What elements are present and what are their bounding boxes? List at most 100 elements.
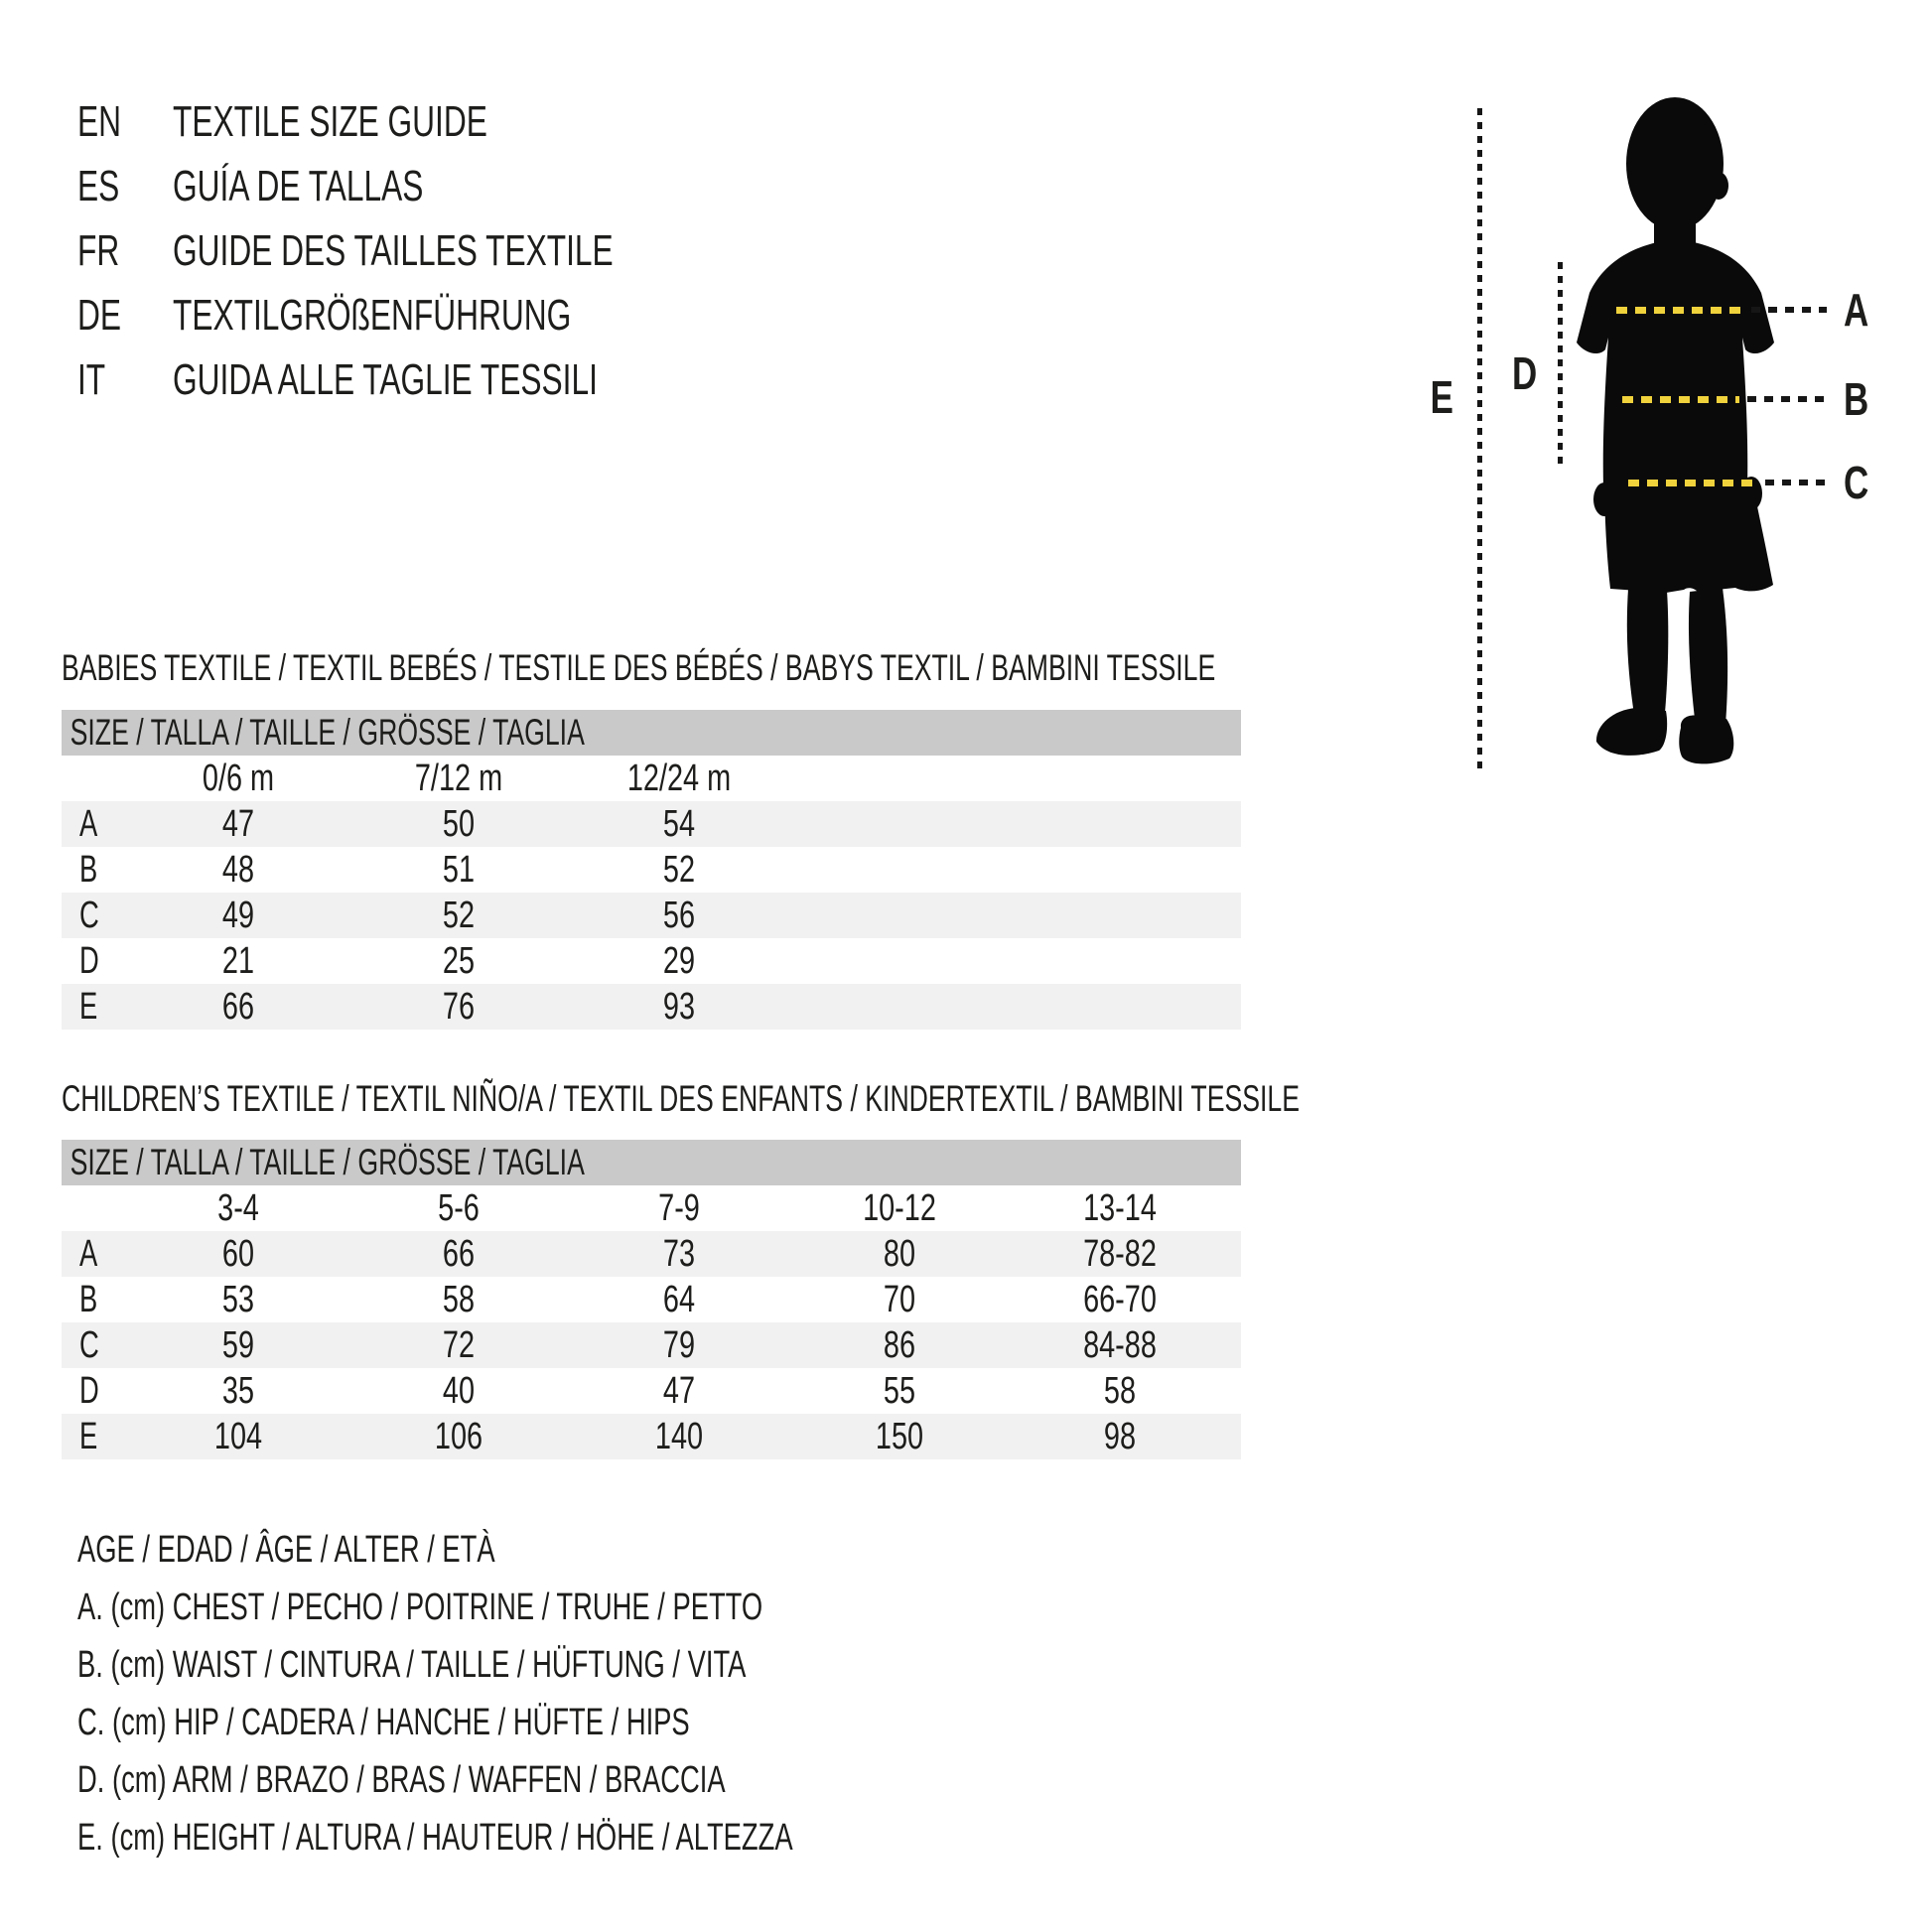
language-title: GUÍA DE TALLAS [173, 161, 424, 210]
legend-line: A. (cm) CHEST / PECHO / POITRINE / TRUHE… [77, 1587, 763, 1628]
table-row: D 21 25 29 [62, 938, 1241, 984]
size-value-cell: 25 [442, 940, 476, 982]
hip-leader-line-C [1765, 480, 1827, 485]
column-header: 0/6 m [202, 758, 275, 799]
table-row: D 35 40 47 55 58 [62, 1368, 1241, 1414]
size-value-cell: 53 [221, 1279, 255, 1320]
language-row: IT GUIDA ALLE TAGLIE TESSILI [0, 347, 784, 412]
table-row: C 49 52 56 [62, 893, 1241, 938]
language-code: DE [77, 290, 122, 340]
size-value-cell: 60 [221, 1233, 255, 1275]
language-row: FR GUIDE DES TAILLES TEXTILE [0, 218, 784, 283]
language-row: EN TEXTILE SIZE GUIDE [0, 89, 784, 154]
waist-measure-line-B [1622, 396, 1739, 403]
size-value-cell: 50 [442, 803, 476, 845]
column-header: 10-12 [863, 1187, 936, 1229]
row-measure-letter: B [79, 849, 98, 891]
hip-measure-line-C [1628, 480, 1759, 486]
row-measure-letter: E [79, 986, 98, 1028]
size-value-cell: 58 [442, 1279, 476, 1320]
column-header: 5-6 [438, 1187, 480, 1229]
figure-label-chest: A [1844, 284, 1869, 336]
column-header: 7/12 m [414, 758, 503, 799]
table-row: E 104 106 140 150 98 [62, 1414, 1241, 1459]
babies-table-heading: BABIES TEXTILE / TEXTIL BEBÉS / TESTILE … [62, 647, 1216, 688]
language-code: EN [77, 96, 122, 146]
language-title: GUIDA ALLE TAGLIE TESSILI [173, 354, 598, 404]
size-value-cell: 78-82 [1083, 1233, 1157, 1275]
column-header: 3-4 [217, 1187, 259, 1229]
size-value-cell: 150 [875, 1416, 924, 1457]
waist-leader-line-B [1747, 396, 1827, 402]
figure-label-waist: B [1844, 373, 1869, 425]
language-code: IT [77, 354, 106, 404]
row-measure-letter: A [79, 1233, 98, 1275]
size-value-cell: 55 [883, 1370, 916, 1412]
size-value-cell: 104 [213, 1416, 263, 1457]
babies-column-header-row: 0/6 m 7/12 m 12/24 m [62, 756, 1241, 801]
row-measure-letter: D [79, 940, 99, 982]
size-value-cell: 52 [442, 895, 476, 936]
table-row: A 60 66 73 80 78-82 [62, 1231, 1241, 1277]
size-value-cell: 86 [883, 1324, 916, 1366]
size-value-cell: 66 [442, 1233, 476, 1275]
legend-line: C. (cm) HIP / CADERA / HANCHE / HÜFTE / … [77, 1702, 690, 1743]
size-value-cell: 35 [221, 1370, 255, 1412]
size-value-cell: 58 [1103, 1370, 1137, 1412]
measurement-legend: AGE / EDAD / ÂGE / ALTER / ETÀ A. (cm) CH… [77, 1521, 1071, 1866]
table-row: B 48 51 52 [62, 847, 1241, 893]
size-value-cell: 72 [442, 1324, 476, 1366]
column-header: 13-14 [1083, 1187, 1157, 1229]
size-value-cell: 76 [442, 986, 476, 1028]
size-value-cell: 21 [221, 940, 255, 982]
size-value-cell: 56 [662, 895, 696, 936]
legend-line: B. (cm) WAIST / CINTURA / TAILLE / HÜFTU… [77, 1644, 747, 1686]
size-value-cell: 79 [662, 1324, 696, 1366]
children-size-header-bar: SIZE / TALLA / TAILLE / GRÖSSE / TAGLIA [62, 1140, 1241, 1185]
row-measure-letter: C [79, 1324, 99, 1366]
chest-measure-line-A [1616, 307, 1743, 314]
size-value-cell: 29 [662, 940, 696, 982]
size-value-cell: 47 [221, 803, 255, 845]
row-measure-letter: E [79, 1416, 98, 1457]
size-value-cell: 73 [662, 1233, 696, 1275]
child-silhouette-shape [1577, 97, 1774, 764]
size-value-cell: 49 [221, 895, 255, 936]
language-code: FR [77, 225, 120, 275]
size-value-cell: 59 [221, 1324, 255, 1366]
row-measure-letter: B [79, 1279, 98, 1320]
size-value-cell: 64 [662, 1279, 696, 1320]
row-measure-letter: D [79, 1370, 99, 1412]
figure-label-height: E [1430, 371, 1453, 423]
language-title: GUIDE DES TAILLES TEXTILE [173, 225, 614, 275]
row-measure-letter: A [79, 803, 98, 845]
size-value-cell: 52 [662, 849, 696, 891]
language-row: DE TEXTILGRÖßENFÜHRUNG [0, 283, 784, 347]
size-value-cell: 93 [662, 986, 696, 1028]
size-value-cell: 54 [662, 803, 696, 845]
size-value-cell: 80 [883, 1233, 916, 1275]
size-value-cell: 40 [442, 1370, 476, 1412]
height-measure-line-E [1477, 108, 1482, 772]
size-value-cell: 84-88 [1083, 1324, 1157, 1366]
language-title: TEXTILGRÖßENFÜHRUNG [173, 290, 572, 340]
column-header: 7-9 [658, 1187, 700, 1229]
size-value-cell: 48 [221, 849, 255, 891]
babies-size-header-bar: SIZE / TALLA / TAILLE / GRÖSSE / TAGLIA [62, 710, 1241, 756]
legend-line: E. (cm) HEIGHT / ALTURA / HAUTEUR / HÖHE… [77, 1817, 793, 1859]
size-value-cell: 106 [434, 1416, 483, 1457]
table-row: B 53 58 64 70 66-70 [62, 1277, 1241, 1322]
arm-measure-line-D [1558, 262, 1563, 470]
language-row: ES GUÍA DE TALLAS [0, 154, 784, 218]
language-code: ES [77, 161, 120, 210]
figure-label-arm: D [1512, 347, 1538, 399]
child-silhouette-graphic [1577, 97, 1774, 764]
figure-label-hip: C [1844, 457, 1869, 508]
size-value-cell: 98 [1103, 1416, 1137, 1457]
size-value-cell: 47 [662, 1370, 696, 1412]
table-row: A 47 50 54 [62, 801, 1241, 847]
children-column-header-row: 3-4 5-6 7-9 10-12 13-14 [62, 1185, 1241, 1231]
size-value-cell: 140 [654, 1416, 704, 1457]
size-value-cell: 66-70 [1083, 1279, 1157, 1320]
